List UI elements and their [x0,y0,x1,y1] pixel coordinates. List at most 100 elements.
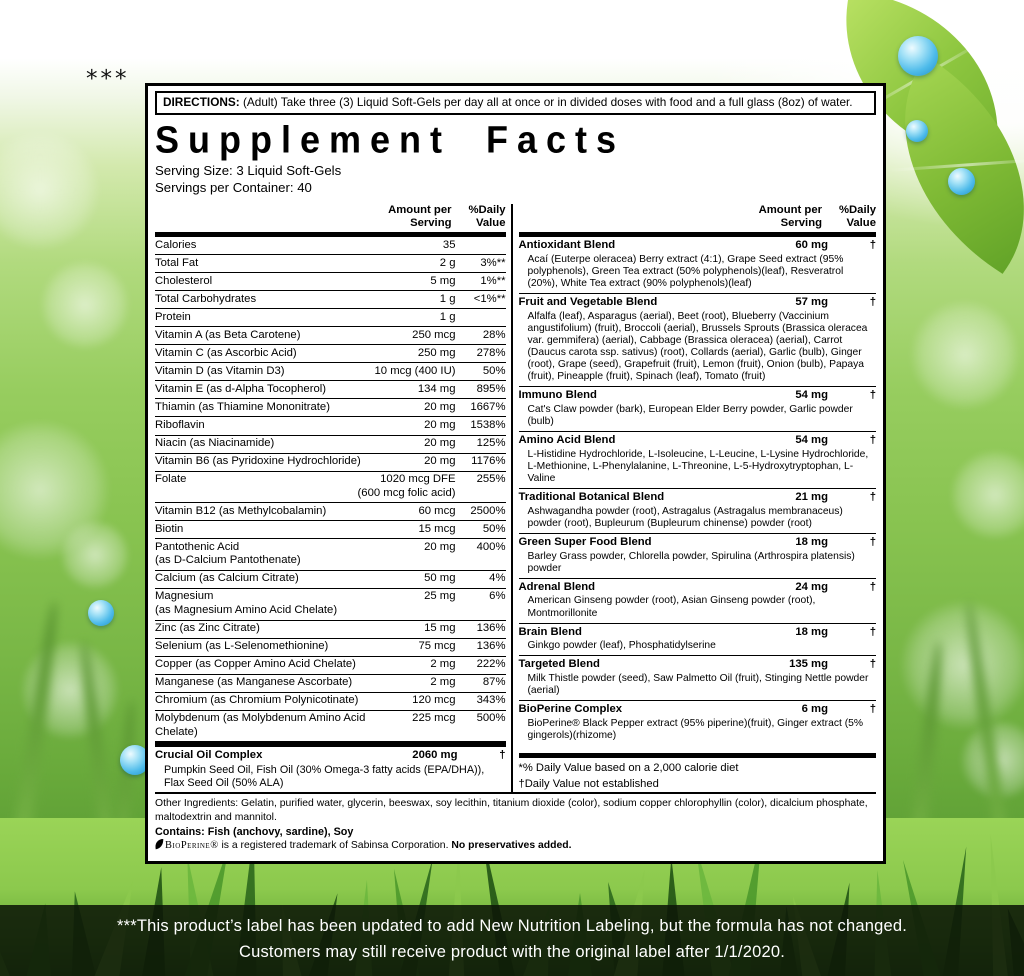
nutrient-daily-value: 1667% [470,400,506,413]
nutrient-daily-value: 4% [489,572,506,585]
blend-ingredients: Barley Grass powder, Chlorella powder, S… [527,550,855,574]
footnotes-wrap: *% Daily Value based on a 2,000 calorie … [518,753,876,792]
amount-per-serving-header: Amount per Serving [388,204,452,230]
nutrient-name: Folate [155,473,187,486]
blend-section: Immuno Blend 54 mg † Cat's Claw powder (… [518,387,876,433]
nutrient-name: Protein [155,310,191,323]
water-droplet [898,36,938,76]
blend-amount: 21 mg [795,491,828,504]
nutrient-daily-value: 6% [489,590,506,603]
nutrient-row: Vitamin A (as Beta Carotene) 250 mcg 28% [155,327,506,346]
blend-name: Fruit and Vegetable Blend [518,295,658,308]
trademark-line: BioPerine® is a registered trademark of … [155,838,876,855]
facts-column-right: Amount per Serving %Daily Value Antioxid… [513,204,877,792]
nutrient-daily-value: 1538% [470,418,506,431]
blend-ingredients: Acaí (Euterpe oleracea) Berry extract (4… [527,253,844,289]
servings-per-container: Servings per Container: 40 [155,179,312,195]
nutrient-amount: 2 mg [430,658,456,671]
nutrient-row: Total Fat 2 g 3%** [155,255,506,274]
nutrient-daily-value: 87% [482,676,506,689]
blend-header: Amino Acid Blend 54 mg † [519,434,877,448]
blend-ingredients: BioPerine® Black Pepper extract (95% pip… [527,717,864,741]
nutrient-row: Pantothenic Acid (as D-Calcium Pantothena… [155,539,506,571]
blend-header: Traditional Botanical Blend 21 mg † [519,491,877,505]
blend-ingredients: L-Histidine Hydrochloride, L-Isoleucine,… [527,448,869,485]
nutrient-amount: 20 mg [424,455,456,468]
trademark-text: is a registered trademark of Sabinsa Cor… [218,840,452,852]
nutrient-daily-value: 136% [476,640,506,653]
nutrient-name: Calories [155,238,197,251]
nutrient-amount: 20 mg [424,400,456,413]
nutrient-row: Chromium (as Chromium Polynicotinate) 12… [155,693,506,711]
nutrient-row: Total Carbohydrates 1 g <1%** [155,291,506,310]
bokeh-highlight [0,130,100,250]
bioperine-brand: BioPerine® [165,840,219,852]
nutrient-daily-value: 278% [476,346,506,359]
nutrient-name: Vitamin E (as d-Alpha Tocopherol) [155,382,327,395]
blend-name: Brain Blend [518,625,582,638]
nutrient-name: Vitamin A (as Beta Carotene) [155,328,301,341]
blend-rows: Antioxidant Blend 60 mg † Acaí (Euterpe … [518,237,877,745]
nutrient-row: Vitamin C (as Ascorbic Acid) 250 mg 278% [155,345,506,364]
blend-amount: 24 mg [795,580,828,593]
blend-ingredients: Cat's Claw powder (bark), European Elder… [527,403,853,428]
blend-ingredients: Alfalfa (leaf), Asparagus (aerial), Beet… [527,310,868,383]
nutrient-row: Magnesium (as Magnesium Amino Acid Chelat… [155,589,506,621]
nutrient-daily-value: 3%** [480,256,506,269]
water-droplet [906,120,928,142]
allergen-contains: Contains: Fish (anchovy, sardine), Soy [155,825,354,838]
blend-name: Immuno Blend [518,389,597,402]
blend-header: Antioxidant Blend 60 mg † [519,239,877,253]
nutrient-name: Manganese (as Manganese Ascorbate) [155,676,353,689]
oil-complex-ingredients: Pumpkin Seed Oil, Fish Oil (30% Omega-3 … [164,763,485,789]
divider-bar [518,232,876,238]
blend-header: BioPerine Complex 6 mg † [519,703,877,717]
supplement-facts-title: Supplement Facts [155,117,626,161]
blend-daily-value: † [869,625,876,638]
serving-size: Serving Size: 3 Liquid Soft-Gels [155,162,342,178]
nutrient-daily-value: 125% [476,437,506,450]
nutrient-daily-value: 500% [476,712,506,725]
nutrient-amount: 5 mg [430,274,456,287]
nutrient-name: Pantothenic Acid (as D-Calcium Pantothena… [155,540,301,567]
nutrient-name: Calcium (as Calcium Citrate) [155,572,299,585]
nutrient-amount: 250 mg [417,346,456,359]
blend-ingredients: Ginkgo powder (leaf), Phosphatidylserine [527,640,716,652]
nutrient-name: Thiamin (as Thiamine Mononitrate) [155,400,330,413]
blend-name: Adrenal Blend [518,580,596,593]
nutrient-row: Niacin (as Niacinamide) 20 mg 125% [155,436,506,454]
oil-complex-name: Crucial Oil Complex [155,749,263,762]
nutrient-daily-value: 400% [476,540,506,553]
blend-daily-value: † [869,536,876,548]
facts-columns: Amount per Serving %Daily Value Calories… [155,204,877,793]
nutrient-name: Total Carbohydrates [155,292,257,305]
footnote-dagger: †Daily Value not established [518,777,659,790]
blend-section: Fruit and Vegetable Blend 57 mg † Alfalf… [518,294,876,388]
blend-daily-value: † [869,658,876,671]
nutrient-daily-value: 1176% [471,455,506,468]
nutrient-amount: 20 mg [424,418,456,431]
daily-value-header: %Daily Value [838,204,876,230]
daily-value-header: %Daily Value [468,204,506,230]
nutrient-name: Biotin [155,522,184,535]
oil-complex-amount: 2060 mg [412,749,458,762]
blend-amount: 54 mg [795,389,828,402]
nutrient-amount: 15 mcg [418,522,456,535]
nutrient-amount: 50 mg [424,572,456,585]
blend-header: Targeted Blend 135 mg † [519,658,877,672]
blend-section: Green Super Food Blend 18 mg † Barley Gr… [518,534,876,579]
nutrient-row: Vitamin D (as Vitamin D3) 10 mcg (400 IU… [155,363,506,382]
blend-ingredients: Milk Thistle powder (seed), Saw Palmetto… [527,672,869,697]
blend-name: Green Super Food Blend [518,536,652,548]
blend-ingredients: American Ginseng powder (root), Asian Gi… [527,595,816,619]
divider-bar [518,753,876,759]
nutrient-daily-value: 50% [482,364,506,377]
nutrient-name: Riboflavin [155,418,205,431]
bokeh-highlight [40,260,130,350]
nutrient-daily-value: 255% [476,473,506,486]
blend-daily-value: † [869,239,876,252]
nutrient-rows: Calories 35 Total Fat 2 g 3%** Cholester… [155,237,506,743]
bokeh-highlight [910,300,1020,410]
nutrient-daily-value: 28% [482,328,506,341]
nutrient-row: Thiamin (as Thiamine Mononitrate) 20 mg … [155,399,506,418]
